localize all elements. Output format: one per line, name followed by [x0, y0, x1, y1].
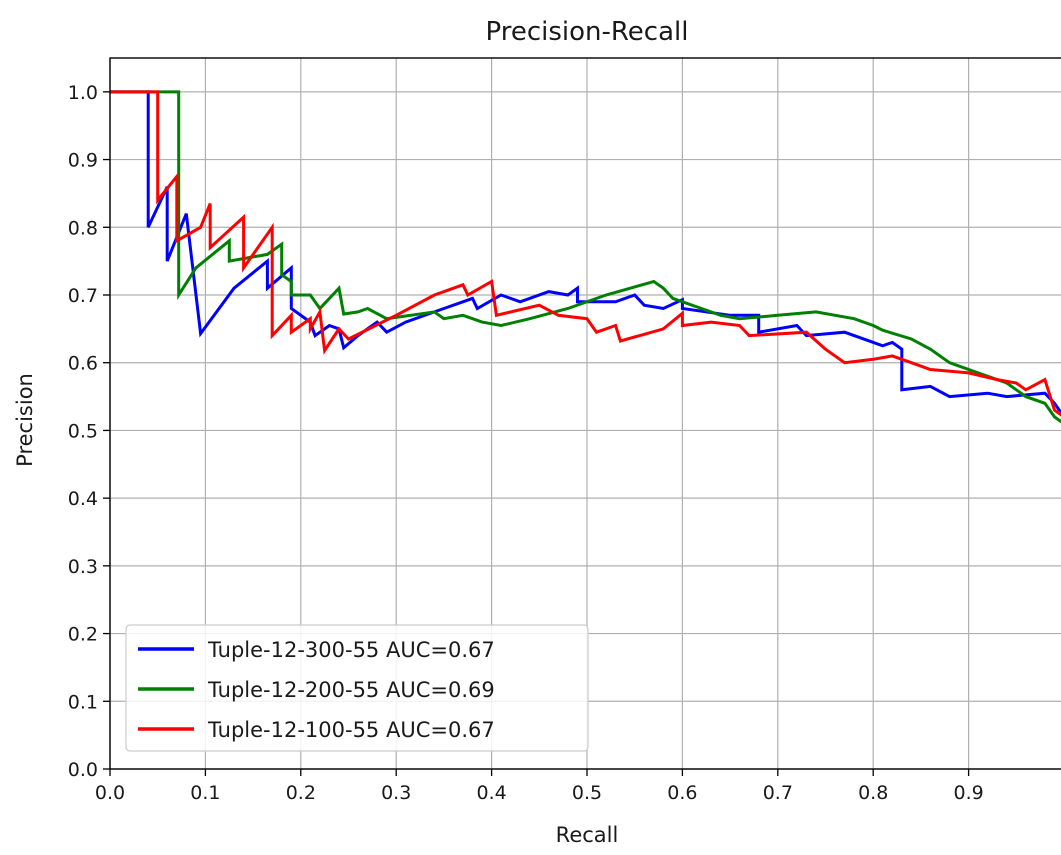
series-line-3	[110, 90, 1061, 417]
y-tick-label: 0.6	[68, 353, 98, 375]
y-tick-label: 0.5	[68, 420, 98, 442]
x-tick-label: 0.3	[381, 782, 411, 804]
y-tick-label: 0.9	[68, 150, 98, 172]
x-tick-label: 0.2	[286, 782, 316, 804]
x-tick-label: 0.0	[95, 782, 125, 804]
legend-label: Tuple-12-100-55 AUC=0.67	[207, 718, 495, 742]
x-tick-label: 0.1	[190, 782, 220, 804]
y-tick-label: 0.1	[68, 691, 98, 713]
x-axis-label: Recall	[556, 823, 619, 847]
legend-box	[125, 624, 589, 752]
series-line-2	[110, 90, 1061, 424]
y-tick-label: 0.7	[68, 285, 98, 307]
y-axis-label: Precision	[13, 373, 37, 467]
legend-label: Tuple-12-200-55 AUC=0.69	[207, 678, 495, 702]
x-tick-label: 0.6	[667, 782, 697, 804]
plot-frame	[109, 57, 1061, 770]
x-tick-label: 0.5	[572, 782, 602, 804]
x-tick-label: 0.9	[953, 782, 983, 804]
y-tick-label: 0.8	[68, 217, 98, 239]
series-line-1	[110, 90, 1061, 416]
y-tick-label: 0.4	[68, 488, 98, 510]
x-tick-label: 0.7	[763, 782, 793, 804]
y-tick-label: 0.0	[68, 759, 98, 781]
y-tick-label: 0.2	[68, 624, 98, 646]
legend: Tuple-12-300-55 AUC=0.67 Tuple-12-200-55 …	[125, 624, 589, 752]
x-tick-label: 0.8	[858, 782, 888, 804]
y-tick-label: 1.0	[68, 82, 98, 104]
plot-area	[110, 90, 1061, 424]
chart-title: Precision-Recall	[486, 17, 689, 47]
legend-label: Tuple-12-300-55 AUC=0.67	[207, 638, 495, 662]
y-tick-label: 0.3	[68, 556, 98, 578]
axis-ticks: 0.0 0.1 0.2 0.3 0.4 0.5 0.6 0.7 0.8 0.9 0.0 0.1 0.2 0…	[68, 82, 984, 804]
x-tick-label: 0.4	[476, 782, 506, 804]
